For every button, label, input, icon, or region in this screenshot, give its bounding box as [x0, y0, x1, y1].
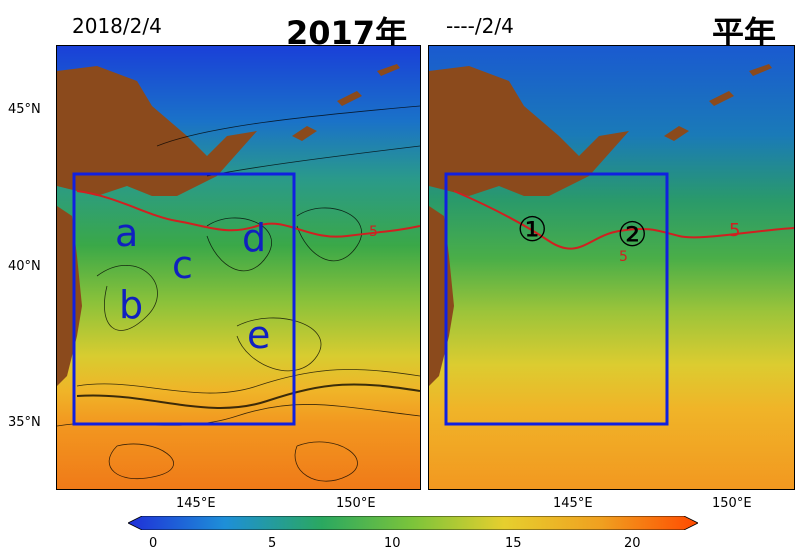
hokkaido-land [57, 66, 257, 196]
region-label-1: ① [517, 210, 547, 250]
lat-label-45: 45°N [8, 102, 41, 117]
left-lon-label-150: 150°E [336, 496, 376, 511]
region-label-e: e [247, 313, 270, 357]
region-label-d: d [242, 216, 266, 260]
colorbar-tick-15: 15 [505, 536, 522, 551]
right-lon-label-150: 150°E [712, 496, 752, 511]
right-map-panel: 5 5 ① ② [428, 45, 795, 490]
region-label-b: b [119, 283, 143, 327]
left-lon-label-145: 145°E [176, 496, 216, 511]
colorbar-tick-5: 5 [268, 536, 277, 551]
colorbar-tick-10: 10 [384, 536, 401, 551]
colorbar-svg [127, 515, 699, 531]
honshu-land [57, 206, 82, 386]
isotherm-contour [76, 190, 420, 238]
right-lon-label-145: 145°E [553, 496, 593, 511]
right-date-label: ----/2/4 [446, 14, 514, 38]
region-label-2: ② [617, 215, 647, 255]
streamlines [57, 105, 420, 482]
hokkaido-land [429, 66, 629, 196]
kuril-island [377, 64, 400, 76]
left-map-panel: 5 a b c d e [56, 45, 421, 490]
kuril-island [664, 126, 689, 141]
kuril-island [709, 91, 734, 106]
analysis-box [444, 172, 669, 426]
region-label-c: c [172, 243, 193, 287]
kuril-island [292, 126, 317, 141]
isotherm-contour [453, 190, 794, 250]
region-label-a: a [115, 211, 138, 255]
left-date-label: 2018/2/4 [72, 14, 162, 38]
left-map-svg: 5 a b c d e [57, 46, 420, 489]
honshu-land [429, 206, 454, 386]
colorbar-tick-20: 20 [624, 536, 641, 551]
contour-label: 5 [619, 249, 628, 265]
lat-label-40: 40°N [8, 259, 41, 274]
right-map-svg: 5 5 ① ② [429, 46, 794, 489]
analysis-box [72, 172, 296, 426]
colorbar-tick-0: 0 [149, 536, 158, 551]
kuril-island [337, 91, 362, 106]
contour-label: 5 [369, 224, 378, 240]
lat-label-35: 35°N [8, 415, 41, 430]
colorbar [127, 515, 699, 534]
contour-label: 5 [729, 220, 740, 241]
kuril-island [749, 64, 772, 76]
